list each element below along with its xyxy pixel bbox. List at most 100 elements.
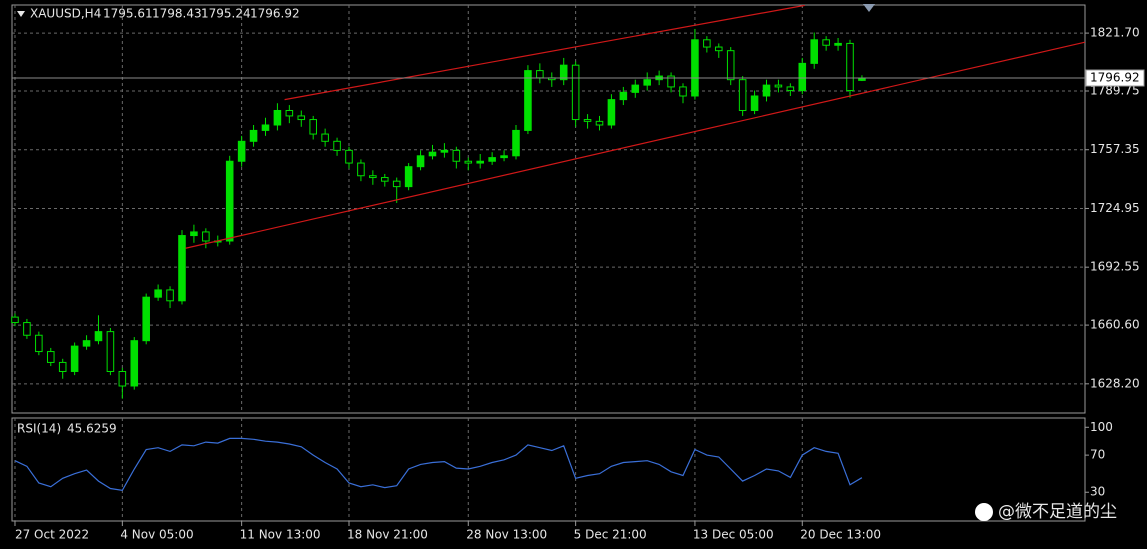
candle-body <box>428 151 437 157</box>
candle-body <box>440 149 449 153</box>
candle-body <box>70 345 79 372</box>
candle-body <box>380 177 389 182</box>
readout-high: 1798.43 <box>152 7 202 21</box>
candle-body <box>846 42 854 92</box>
candle-body <box>23 322 31 336</box>
text-layer: 1821.70 1789.75 1757.35 1724.95 1692.55 1660.… <box>14 26 1145 542</box>
candle-body <box>536 70 544 79</box>
candle-body <box>476 160 484 164</box>
candle-body <box>643 79 651 86</box>
candle-body <box>321 133 329 142</box>
candle-body <box>82 340 91 347</box>
candle-body <box>452 149 461 162</box>
candle-body <box>595 120 604 126</box>
candle-body <box>249 129 258 142</box>
candle-body <box>583 119 592 122</box>
candle-body <box>488 157 496 162</box>
candle-body <box>571 64 580 121</box>
candle-body <box>309 119 317 135</box>
y-tick-label: 100 <box>1090 420 1113 434</box>
candle-body <box>786 86 795 92</box>
rsi-line <box>14 437 863 492</box>
price-label-box <box>1085 69 1145 87</box>
readout-low: 1795.24 <box>201 7 251 21</box>
y-tick-label: 1821.70 <box>1090 26 1140 40</box>
x-tick-label: 4 Nov 05:00 <box>120 528 193 542</box>
candle-body <box>190 231 198 237</box>
y-tick-label: 1660.60 <box>1090 318 1140 332</box>
candle-body <box>715 46 723 52</box>
y-tick-label: 1628.20 <box>1090 376 1140 390</box>
x-tick-label: 28 Nov 13:00 <box>466 528 547 542</box>
candle-body <box>679 86 687 97</box>
watermark: @微不足道的尘 <box>998 502 1117 522</box>
candle-body <box>512 129 520 157</box>
candle-body <box>762 84 771 97</box>
candle-body <box>464 160 473 164</box>
candle-body <box>237 140 246 162</box>
y-tick-label: 1692.55 <box>1090 260 1140 274</box>
main-panel-frame <box>11 4 1086 414</box>
candle-body <box>130 340 139 387</box>
shift-marker <box>863 4 875 12</box>
candle-body <box>118 370 127 387</box>
candle-body <box>225 160 234 242</box>
symbol-title: XAUUSD,H4 <box>30 7 101 21</box>
candle-body <box>35 334 43 353</box>
candle-body <box>524 70 532 131</box>
candle-body <box>297 115 306 121</box>
candle-body <box>154 289 162 298</box>
readout-open: 1795.61 <box>103 7 153 21</box>
candle-body <box>416 155 425 168</box>
candle-body <box>11 316 19 324</box>
y-tick-label: 1757.35 <box>1090 142 1140 156</box>
x-tick-label: 20 Dec 13:00 <box>800 528 881 542</box>
x-tick-label: 11 Nov 13:00 <box>240 528 321 542</box>
price-label: 1796.92 <box>1090 71 1140 85</box>
candle-body <box>46 351 55 363</box>
trend-line <box>284 5 805 101</box>
candle-body <box>810 39 818 64</box>
candle-body <box>94 331 103 342</box>
candle-body <box>631 84 640 93</box>
candle-body <box>369 175 377 179</box>
candle-body <box>333 140 341 151</box>
rsi-readout: 45.6259 <box>67 422 117 436</box>
candle-body <box>500 155 508 159</box>
y-tick-label: 70 <box>1090 448 1105 462</box>
candle-body <box>750 95 759 111</box>
candle-body <box>559 64 568 81</box>
candle-body <box>738 79 747 111</box>
candle-body <box>703 39 711 48</box>
candle-body <box>142 296 150 342</box>
menu-triangle <box>17 11 25 17</box>
candle-body <box>404 166 413 188</box>
candle-body <box>261 124 270 131</box>
candle-body <box>106 331 115 372</box>
candle-body <box>619 91 628 101</box>
candle-body <box>392 180 401 188</box>
x-tick-label: 18 Nov 21:00 <box>347 528 428 542</box>
candle-body <box>774 84 783 88</box>
candle-body <box>667 75 675 88</box>
candle-body <box>285 109 294 117</box>
x-tick-label: 27 Oct 2022 <box>15 528 89 542</box>
data-layer <box>11 5 1085 492</box>
candle-body <box>202 231 210 242</box>
candle-body <box>691 39 699 97</box>
x-tick-label: 5 Dec 21:00 <box>574 528 647 542</box>
y-tick-label: 1724.95 <box>1090 201 1140 215</box>
rsi-title: RSI(14) <box>17 422 61 436</box>
candle-body <box>357 162 365 177</box>
y-tick-label: 30 <box>1090 485 1105 499</box>
trend-line <box>185 41 1085 249</box>
readout-close: 1796.92 <box>250 7 300 21</box>
candle-body <box>178 235 186 302</box>
candle-body <box>273 109 282 126</box>
candle-body <box>798 62 807 92</box>
candle-body <box>834 42 842 46</box>
candle-body <box>166 289 174 302</box>
candle-body <box>345 149 353 164</box>
x-tick-label: 13 Dec 05:00 <box>693 528 774 542</box>
